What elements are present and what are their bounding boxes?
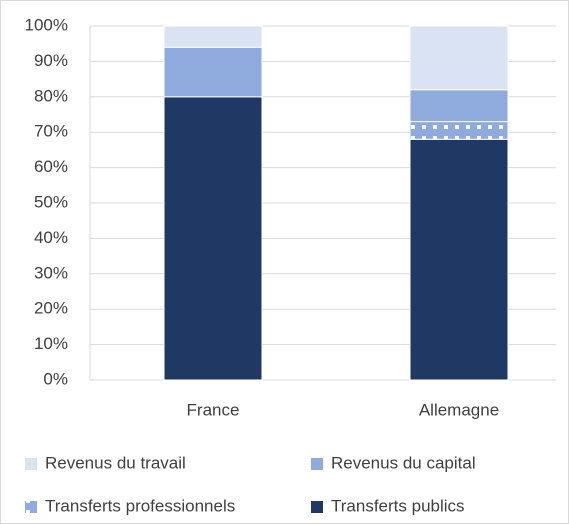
x-tick-label: France: [187, 400, 240, 419]
bar-segment: [409, 121, 509, 140]
legend-swatch: [25, 458, 37, 470]
y-tick-label: 70%: [34, 122, 68, 141]
y-tick-label: 80%: [34, 86, 68, 105]
bar-segment: [409, 89, 509, 123]
bar-segment: [409, 25, 509, 91]
y-tick-label: 50%: [34, 192, 68, 211]
legend-label: Transferts professionnels: [45, 496, 235, 515]
y-tick-label: 10%: [34, 334, 68, 353]
legend-swatch: [311, 501, 323, 513]
y-tick-label: 20%: [34, 299, 68, 318]
y-tick-label: 30%: [34, 263, 68, 282]
bar-segment: [163, 96, 263, 381]
legend-label: Revenus du capital: [331, 453, 476, 472]
y-tick-label: 40%: [34, 228, 68, 247]
bar-segment: [163, 25, 263, 48]
y-tick-label: 100%: [25, 15, 68, 34]
legend-swatch: [311, 458, 323, 470]
y-tick-label: 60%: [34, 157, 68, 176]
bar-segment: [163, 46, 263, 98]
legend-swatch: [25, 501, 37, 513]
x-tick-label: Allemagne: [419, 400, 499, 419]
y-tick-label: 0%: [43, 369, 68, 388]
y-tick-label: 90%: [34, 51, 68, 70]
bar-segment: [409, 138, 509, 381]
legend-label: Transferts publics: [331, 496, 465, 515]
legend-label: Revenus du travail: [45, 453, 186, 472]
